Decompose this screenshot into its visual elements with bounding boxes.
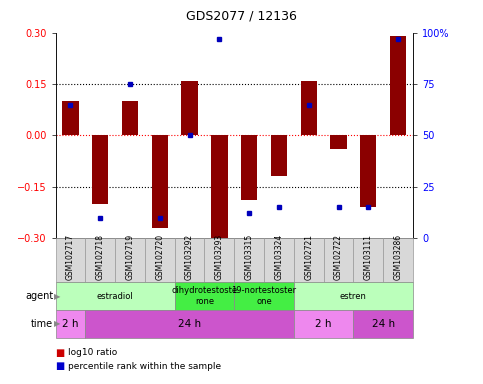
Text: GSM102720: GSM102720 [156, 234, 164, 280]
Text: log10 ratio: log10 ratio [68, 348, 117, 358]
Text: time: time [31, 319, 53, 329]
Text: percentile rank within the sample: percentile rank within the sample [68, 362, 221, 371]
Text: GSM102719: GSM102719 [126, 234, 134, 280]
Text: GSM102721: GSM102721 [304, 234, 313, 280]
Bar [92, 136, 108, 204]
Bar [182, 81, 198, 136]
Bar [300, 81, 317, 136]
Bar [271, 136, 287, 177]
Text: GDS2077 / 12136: GDS2077 / 12136 [186, 10, 297, 23]
Text: agent: agent [25, 291, 53, 301]
Bar [360, 136, 376, 207]
Text: ■: ■ [56, 348, 65, 358]
Bar [211, 136, 227, 242]
Text: GSM102718: GSM102718 [96, 234, 105, 280]
Text: GSM103324: GSM103324 [274, 234, 284, 280]
Text: GSM103315: GSM103315 [245, 234, 254, 280]
Text: estradiol: estradiol [97, 291, 133, 301]
Text: dihydrotestoste
rone: dihydrotestoste rone [171, 286, 238, 306]
Text: 2 h: 2 h [315, 319, 332, 329]
Text: GSM103111: GSM103111 [364, 234, 373, 280]
Text: GSM103292: GSM103292 [185, 234, 194, 280]
Bar [62, 101, 79, 136]
Bar [152, 136, 168, 228]
Text: GSM103293: GSM103293 [215, 234, 224, 280]
Text: ▶: ▶ [54, 319, 60, 328]
Text: 24 h: 24 h [371, 319, 395, 329]
Text: 2 h: 2 h [62, 319, 79, 329]
Text: GSM102717: GSM102717 [66, 234, 75, 280]
Text: ■: ■ [56, 361, 65, 371]
Bar [330, 136, 347, 149]
Text: 19-nortestoster
one: 19-nortestoster one [231, 286, 297, 306]
Bar [122, 101, 138, 136]
Text: 24 h: 24 h [178, 319, 201, 329]
Bar [241, 136, 257, 200]
Text: GSM102722: GSM102722 [334, 234, 343, 280]
Text: GSM103286: GSM103286 [394, 234, 402, 280]
Text: estren: estren [340, 291, 367, 301]
Text: ▶: ▶ [54, 291, 60, 301]
Bar [390, 36, 406, 136]
